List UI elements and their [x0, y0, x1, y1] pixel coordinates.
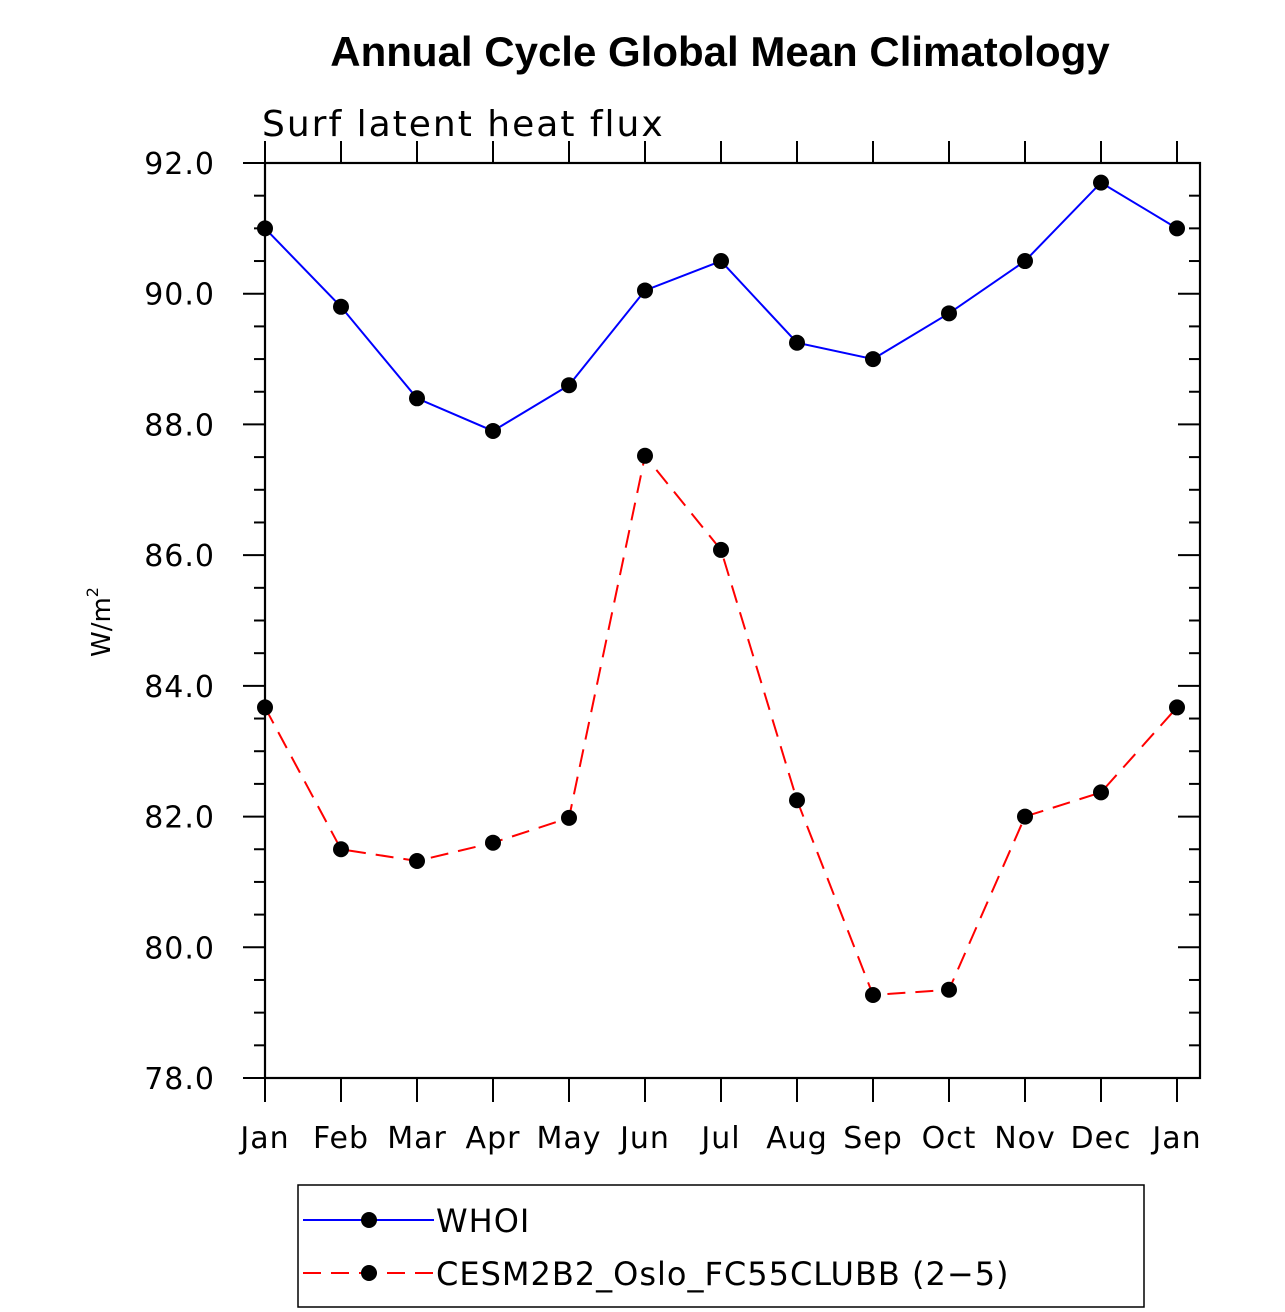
series-0-point: [561, 377, 577, 394]
x-tick-label: Jan: [1150, 1121, 1201, 1156]
series-1-point: [409, 853, 425, 870]
series-0-point: [941, 305, 957, 322]
series-0-point: [789, 334, 805, 351]
y-tick-label: 80.0: [144, 931, 215, 966]
y-tick-label: 84.0: [144, 670, 215, 705]
series-1-point: [561, 809, 577, 826]
x-tick-label: Oct: [922, 1121, 977, 1156]
legend-label-0: WHOI: [436, 1202, 530, 1240]
x-tick-label: Jun: [618, 1121, 670, 1156]
x-tick-label: May: [536, 1121, 601, 1156]
chart-title: Annual Cycle Global Mean Climatology: [330, 28, 1110, 75]
series-0-point: [637, 282, 653, 299]
series-0-point: [1169, 220, 1185, 237]
series-1-point: [713, 541, 729, 558]
y-axis-label-superscript: 2: [83, 587, 102, 597]
series-1-point: [1017, 808, 1033, 825]
y-tick-label: 82.0: [144, 801, 215, 836]
series-1-point: [865, 986, 881, 1003]
y-tick-label: 92.0: [144, 147, 215, 182]
x-tick-label: Mar: [387, 1121, 447, 1156]
x-tick-label: Dec: [1070, 1121, 1131, 1156]
series-line-1: [264, 453, 1178, 997]
series-line-0: [264, 181, 1178, 433]
x-tick-label: Jul: [699, 1121, 740, 1156]
x-tick-label: Jan: [238, 1121, 289, 1156]
series-0-point: [865, 351, 881, 368]
series-1-point: [333, 841, 349, 858]
y-tick-label: 78.0: [144, 1062, 215, 1097]
series-1-point: [941, 981, 957, 998]
legend-marker-1: [361, 1265, 377, 1281]
legend-marker-0: [361, 1212, 377, 1228]
chart-subtitle: Surf latent heat flux: [262, 104, 665, 145]
y-tick-label: 88.0: [144, 408, 215, 443]
series-0-point: [333, 298, 349, 315]
x-tick-label: Sep: [843, 1121, 903, 1156]
series-1-point: [1169, 699, 1185, 716]
y-axis-label: W/m2: [83, 587, 117, 657]
x-tick-label: Feb: [313, 1121, 369, 1156]
x-tick-label: Nov: [994, 1121, 1056, 1156]
legend-box: [297, 1184, 1145, 1308]
series-0-point: [409, 390, 425, 407]
y-tick-label: 90.0: [144, 278, 215, 313]
axis-ticks: 78.0 80.0 82.0 84.0 86.0 88.0 90.0 92.0 Jan Feb Ma…: [144, 141, 1201, 1156]
series-0-point: [1093, 174, 1109, 191]
series-1-point: [1093, 784, 1109, 801]
series-1-point: [789, 792, 805, 809]
x-tick-label: Aug: [766, 1121, 828, 1156]
legend-label-1: CESM2B2_Oslo_FC55CLUBB (2−5): [436, 1255, 1010, 1293]
svg-text:W/m2: W/m2: [83, 587, 117, 657]
series-1-point: [637, 447, 653, 464]
plot-frame: [263, 161, 1202, 1080]
series-0-point: [713, 253, 729, 270]
series-0-point: [485, 422, 501, 439]
x-tick-label: Apr: [466, 1121, 521, 1156]
plot-series: [257, 174, 1185, 1003]
legend: WHOI CESM2B2_Oslo_FC55CLUBB (2−5): [297, 1184, 1145, 1308]
y-axis-label-text: W/m: [87, 597, 117, 657]
series-1-point: [485, 834, 501, 851]
y-tick-label: 86.0: [144, 539, 215, 574]
series-0-point: [1017, 253, 1033, 270]
